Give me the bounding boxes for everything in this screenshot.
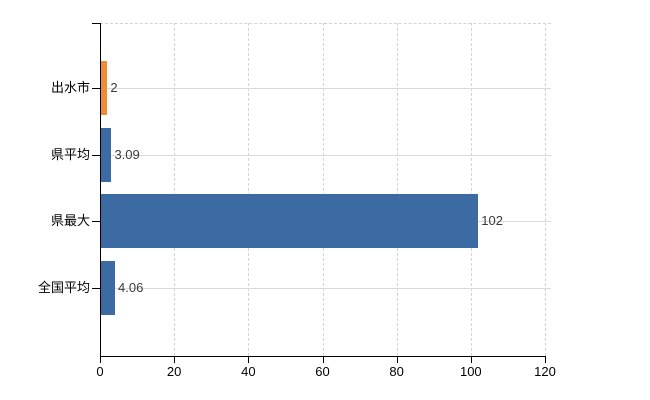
gridline-horizontal	[100, 88, 551, 89]
x-axis-tick-label: 20	[166, 364, 182, 379]
gridline-vertical	[174, 23, 176, 356]
gridline-vertical	[248, 23, 250, 356]
x-axis-tick-label: 60	[315, 364, 330, 379]
bar-value-label: 2	[110, 80, 118, 95]
bar-value-label: 3.09	[114, 146, 140, 162]
x-axis-tick	[248, 356, 250, 363]
bar-value-label: 102	[481, 213, 503, 229]
y-axis-tick	[92, 88, 100, 89]
plot-area: 0 20 40 60 80 100 120 2 3.09 102 4.06	[92, 23, 556, 379]
x-axis-tick	[322, 356, 324, 363]
y-axis-tick	[92, 288, 100, 290]
bar-4	[100, 261, 116, 316]
x-axis-tick-label: 0	[96, 364, 104, 379]
gridline-vertical	[322, 23, 324, 356]
y-axis-line	[100, 23, 101, 363]
x-axis-line	[100, 356, 546, 357]
bar-3	[100, 194, 479, 249]
category-label: 県最大	[50, 213, 90, 229]
category-label: 県平均	[50, 146, 90, 162]
x-axis-tick	[470, 356, 472, 363]
y-axis-tick	[92, 221, 100, 223]
y-axis-tick	[92, 154, 100, 156]
gridline-horizontal	[100, 154, 551, 156]
x-axis-tick-label: 80	[389, 364, 404, 379]
category-label: 全国平均	[37, 280, 90, 296]
x-axis-tick	[545, 356, 546, 363]
gridline-horizontal	[100, 288, 551, 290]
x-axis-tick-label: 100	[459, 364, 482, 379]
x-axis-tick-label: 120	[534, 364, 556, 379]
x-axis-tick-label: 40	[241, 364, 256, 379]
plot-top-border	[100, 23, 551, 24]
bar-2	[100, 127, 112, 182]
x-axis-tick	[396, 356, 398, 363]
gridline-vertical	[396, 23, 398, 356]
category-label: 出水市	[50, 80, 90, 95]
x-axis-tick	[174, 356, 176, 363]
gridline-vertical	[470, 23, 472, 356]
gridline-vertical	[545, 23, 546, 356]
bar-1	[100, 61, 108, 115]
bar-value-label: 4.06	[118, 280, 144, 296]
y-axis-top-tick	[92, 23, 100, 24]
